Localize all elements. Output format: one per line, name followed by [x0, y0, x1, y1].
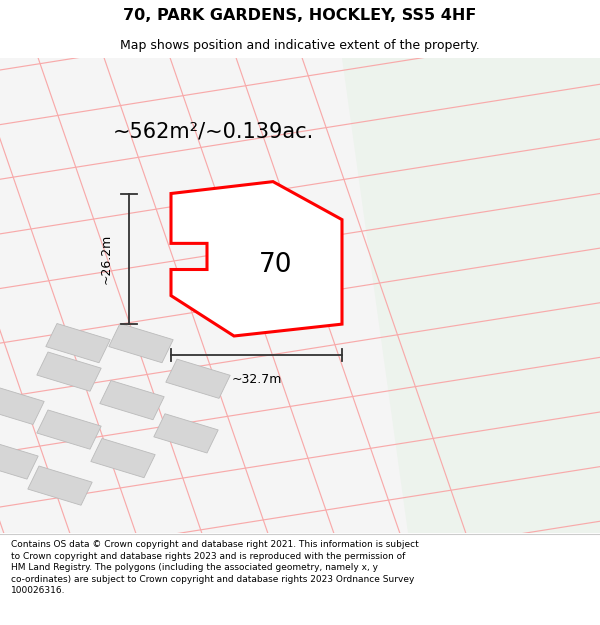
Polygon shape [154, 414, 218, 453]
Polygon shape [91, 439, 155, 478]
Polygon shape [166, 359, 230, 398]
Text: ~562m²/~0.139ac.: ~562m²/~0.139ac. [112, 122, 314, 142]
Text: ~26.2m: ~26.2m [100, 234, 113, 284]
Polygon shape [28, 466, 92, 505]
Polygon shape [37, 352, 101, 391]
Text: ~32.7m: ~32.7m [232, 373, 281, 386]
Text: 70, PARK GARDENS, HOCKLEY, SS5 4HF: 70, PARK GARDENS, HOCKLEY, SS5 4HF [124, 8, 476, 23]
Text: 70: 70 [259, 252, 293, 278]
Polygon shape [37, 410, 101, 449]
Text: Contains OS data © Crown copyright and database right 2021. This information is : Contains OS data © Crown copyright and d… [11, 541, 419, 595]
Polygon shape [46, 324, 110, 362]
Polygon shape [0, 385, 44, 424]
Polygon shape [342, 58, 600, 533]
Polygon shape [0, 58, 600, 533]
Polygon shape [171, 182, 342, 336]
Text: Map shows position and indicative extent of the property.: Map shows position and indicative extent… [120, 39, 480, 52]
Polygon shape [109, 324, 173, 362]
Polygon shape [100, 381, 164, 420]
Polygon shape [0, 440, 38, 479]
